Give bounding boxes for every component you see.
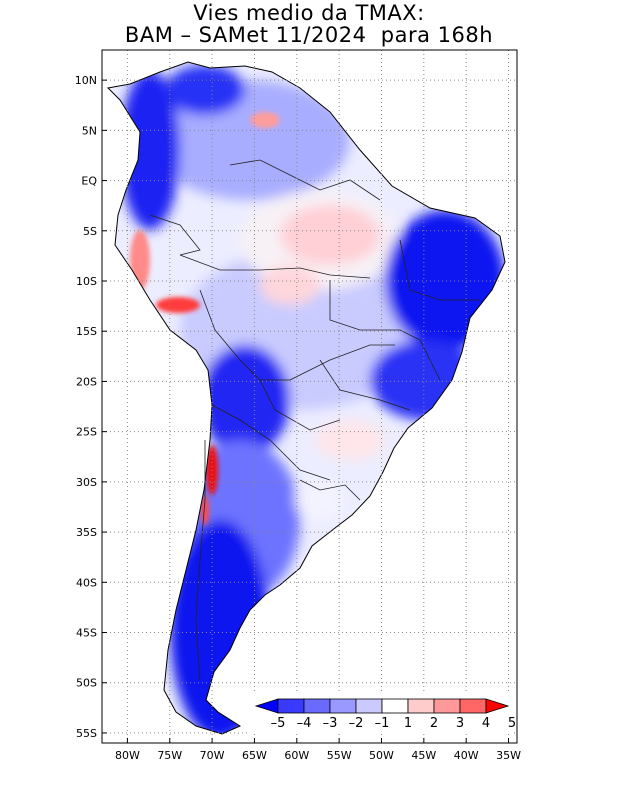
lat-tick-label: EQ [81, 175, 97, 188]
border-chile-argentina [195, 440, 206, 681]
colorbar-box [381, 698, 409, 714]
lat-tick-label: 10S [76, 275, 97, 288]
colorbar-label: –4 [297, 716, 312, 731]
colorbar-label: 1 [404, 716, 412, 731]
colorbar-box [303, 698, 331, 714]
bias-field [108, 62, 505, 734]
field-warm-rondonia [260, 265, 320, 305]
border-paraguay [259, 379, 341, 431]
lat-tick-label: 50S [76, 677, 97, 690]
border-argentina-north [211, 404, 331, 481]
lat-tick-label: 40S [76, 576, 97, 589]
field-warm-guiana [250, 112, 280, 128]
colorbar-box [407, 698, 435, 714]
border-uruguay [299, 479, 361, 501]
field-warm-central-andes [201, 495, 209, 525]
lon-tick-label: 80W [115, 749, 140, 762]
colorbar-box [329, 698, 357, 714]
colorbar-label: 3 [456, 716, 464, 731]
field-cold-venezuela [165, 65, 245, 115]
colorbar-boxes [254, 698, 510, 714]
title-line-2: BAM – SAMet 11/2024 para 168h [124, 23, 494, 47]
colorbar-label: 5 [508, 716, 516, 731]
colorbar-labels: –5 –4 –3 –2 –1 1 2 3 4 5 [271, 716, 517, 731]
colorbar-box [433, 698, 461, 714]
lat-tick-label: 55S [76, 727, 97, 740]
lon-tick-label: 60W [284, 749, 309, 762]
colorbar-label: 2 [430, 716, 438, 731]
border-colombia-peru [149, 214, 201, 256]
lat-tick-label: 45S [76, 627, 97, 640]
title-line-1: Vies medio da TMAX: [193, 1, 425, 25]
lon-tick-label: 75W [157, 749, 182, 762]
lat-tick-label: 20S [76, 375, 97, 388]
colorbar-arrow-right [485, 698, 510, 714]
lat-ticks: 10N 5N EQ 5S 10S 15S 20S 25S 30S 35S 40S 45S 50S 55S [75, 74, 107, 740]
lon-tick-label: 70W [200, 749, 225, 762]
lat-tick-label: 5N [82, 124, 97, 137]
plot-frame [101, 49, 518, 744]
border-peru-bolivia [199, 289, 290, 381]
border-brazil-states-a [329, 280, 441, 381]
lon-tick-label: 40W [454, 749, 479, 762]
lon-tick-label: 35W [496, 749, 521, 762]
border-brazil-states-c [319, 359, 411, 411]
border-venezuela-brazil [229, 159, 381, 201]
lat-tick-label: 15S [76, 325, 97, 338]
border-brazil-states-b [399, 239, 480, 301]
lon-ticks: 80W 75W 70W 65W 60W 55W 50W 45W 40W 35W [115, 738, 521, 762]
border-bolivia-brazil [289, 344, 395, 381]
colorbar-box [355, 698, 383, 714]
colorbar-box [459, 698, 487, 714]
lat-tick-label: 30S [76, 476, 97, 489]
country-borders [149, 159, 480, 681]
field-warm-amazon [280, 205, 380, 265]
lon-tick-label: 50W [369, 749, 394, 762]
field-warm-peru-andes [156, 297, 200, 313]
colorbar-label: –5 [271, 716, 286, 731]
field-cold-chaco [200, 345, 290, 455]
lat-tick-label: 5S [83, 225, 97, 238]
lon-tick-label: 65W [242, 749, 267, 762]
coastline [106, 61, 506, 735]
colorbar: –5 –4 –3 –2 –1 1 2 3 4 5 [250, 694, 516, 734]
colorbar-label: –3 [323, 716, 338, 731]
lon-tick-label: 55W [327, 749, 352, 762]
border-brazil-north [179, 254, 371, 279]
lat-tick-label: 35S [76, 526, 97, 539]
colorbar-box [277, 698, 305, 714]
lon-tick-label: 45W [411, 749, 436, 762]
field-neutral-uruguay [295, 480, 345, 520]
lat-tick-label: 10N [75, 74, 97, 87]
colorbar-label: –2 [349, 716, 364, 731]
field-cold-colombia [120, 70, 180, 230]
lat-tick-label: 25S [76, 426, 97, 439]
field-neutral-parana [315, 420, 385, 460]
colorbar-label: 4 [482, 716, 490, 731]
map-title: Vies medio da TMAX: BAM – SAMet 11/2024 … [0, 2, 618, 46]
colorbar-label: –1 [375, 716, 390, 731]
